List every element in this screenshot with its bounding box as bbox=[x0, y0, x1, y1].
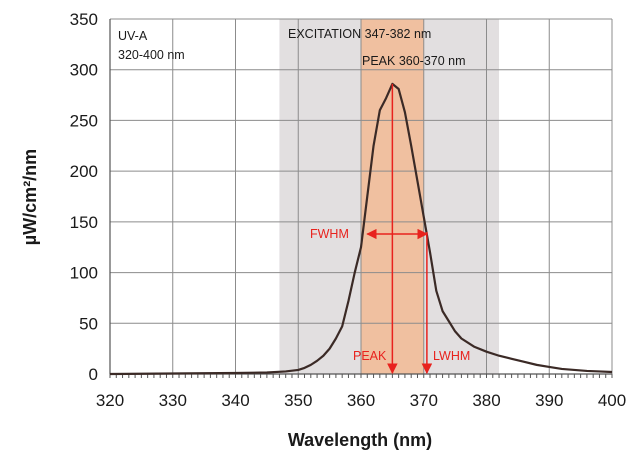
x-tick-label-360: 360 bbox=[347, 391, 375, 410]
y-tick-label-350: 350 bbox=[70, 10, 98, 29]
gridlines bbox=[109, 18, 613, 375]
annotations bbox=[366, 83, 433, 375]
x-tick-label-320: 320 bbox=[96, 391, 124, 410]
fwhm-label: FWHM bbox=[310, 227, 349, 241]
x-axis-title: Wavelength (nm) bbox=[288, 430, 432, 450]
y-tick-label-100: 100 bbox=[70, 264, 98, 283]
corner-note-line1: UV-A bbox=[118, 29, 148, 43]
x-tick-label-340: 340 bbox=[221, 391, 249, 410]
y-tick-label-200: 200 bbox=[70, 162, 98, 181]
x-tick-label-350: 350 bbox=[284, 391, 312, 410]
y-tick-label-0: 0 bbox=[89, 365, 98, 384]
y-axis-title: µW/cm²/nm bbox=[20, 149, 40, 245]
y-tick-label-300: 300 bbox=[70, 61, 98, 80]
y-tick-label-150: 150 bbox=[70, 213, 98, 232]
y-tick-label-50: 50 bbox=[79, 314, 98, 333]
x-tick-label-400: 400 bbox=[598, 391, 626, 410]
x-tick-label-370: 370 bbox=[410, 391, 438, 410]
x-tick-label-390: 390 bbox=[535, 391, 563, 410]
series-layer bbox=[109, 82, 613, 376]
x-tick-label-380: 380 bbox=[472, 391, 500, 410]
axes: 320 330 340 350 360 370 380 390 400 0 50 100 150 200 2… bbox=[70, 10, 627, 410]
highlight-bands bbox=[279, 19, 500, 374]
corner-note-line2: 320-400 nm bbox=[118, 48, 185, 62]
excitation-band-label: EXCITATION 347-382 nm bbox=[288, 27, 431, 41]
lwhm-label: LWHM bbox=[433, 349, 470, 363]
series-line-0 bbox=[109, 82, 613, 376]
peak-arrow-label: PEAK bbox=[353, 349, 387, 363]
y-tick-label-250: 250 bbox=[70, 111, 98, 130]
peak-band-label: PEAK 360-370 nm bbox=[362, 54, 466, 68]
x-tick-label-330: 330 bbox=[159, 391, 187, 410]
